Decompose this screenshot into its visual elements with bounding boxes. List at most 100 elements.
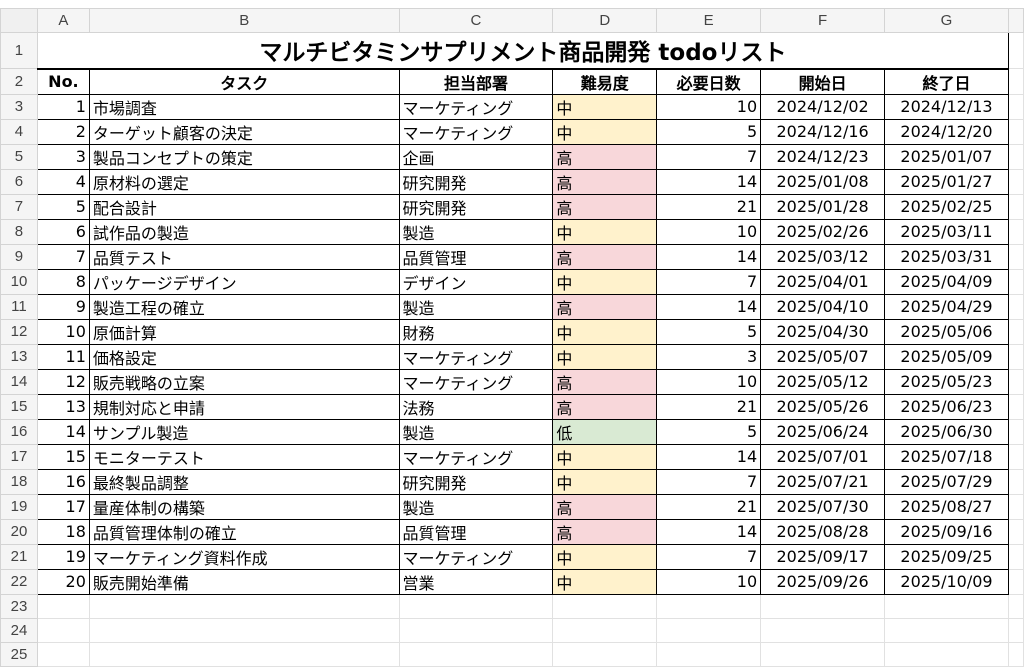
cell[interactable] — [398, 593, 554, 619]
cell-start-date[interactable]: 2024/12/02 — [760, 93, 886, 120]
cell[interactable] — [552, 641, 658, 667]
cell-difficulty[interactable]: 中 — [552, 468, 658, 495]
cell-dept[interactable]: 営業 — [398, 568, 554, 595]
column-header-e[interactable]: E — [656, 8, 762, 33]
cell-difficulty[interactable]: 中 — [552, 443, 658, 470]
cell-days[interactable]: 21 — [656, 493, 762, 520]
cell-no[interactable]: 7 — [36, 243, 90, 270]
cell-no[interactable]: 20 — [36, 568, 90, 595]
cell-no[interactable]: 6 — [36, 218, 90, 245]
row-header[interactable]: 23 — [0, 593, 38, 619]
cell-dept[interactable]: 製造 — [398, 218, 554, 245]
cell-difficulty[interactable]: 高 — [552, 193, 658, 220]
row-header[interactable]: 25 — [0, 641, 38, 667]
cell-start-date[interactable]: 2025/04/10 — [760, 293, 886, 320]
cell-days[interactable]: 14 — [656, 243, 762, 270]
cell-difficulty[interactable]: 低 — [552, 418, 658, 445]
cell-task[interactable]: モニターテスト — [88, 443, 400, 470]
cell[interactable] — [398, 617, 554, 643]
cell-days[interactable]: 14 — [656, 293, 762, 320]
cell-dept[interactable]: 研究開発 — [398, 168, 554, 195]
cell-no[interactable]: 5 — [36, 193, 90, 220]
cell-end-date[interactable]: 2025/05/09 — [884, 343, 1009, 370]
cell[interactable] — [1007, 168, 1024, 195]
header-end[interactable]: 終了日 — [884, 68, 1009, 95]
cell[interactable] — [1007, 368, 1024, 395]
cell[interactable] — [1007, 641, 1024, 667]
cell-days[interactable]: 5 — [656, 318, 762, 345]
row-header[interactable]: 1 — [0, 32, 38, 69]
cell-end-date[interactable]: 2025/07/29 — [884, 468, 1009, 495]
cell-dept[interactable]: マーケティング — [398, 543, 554, 570]
cell-no[interactable]: 4 — [36, 168, 90, 195]
cell-start-date[interactable]: 2025/09/26 — [760, 568, 886, 595]
cell-start-date[interactable]: 2025/07/21 — [760, 468, 886, 495]
cell-days[interactable]: 21 — [656, 393, 762, 420]
cell-end-date[interactable]: 2025/01/07 — [884, 143, 1009, 170]
cell-end-date[interactable]: 2025/05/23 — [884, 368, 1009, 395]
cell-task[interactable]: 販売戦略の立案 — [88, 368, 400, 395]
cell-start-date[interactable]: 2025/07/30 — [760, 493, 886, 520]
row-header[interactable]: 12 — [0, 318, 38, 345]
cell-dept[interactable]: 品質管理 — [398, 243, 554, 270]
cell-dept[interactable]: 財務 — [398, 318, 554, 345]
cell-task[interactable]: 最終製品調整 — [88, 468, 400, 495]
header-difficulty[interactable]: 難易度 — [552, 68, 658, 95]
row-header[interactable]: 24 — [0, 617, 38, 643]
cell[interactable] — [656, 593, 762, 619]
cell-no[interactable]: 18 — [36, 518, 90, 545]
row-header[interactable]: 5 — [0, 143, 38, 170]
cell-start-date[interactable]: 2025/01/28 — [760, 193, 886, 220]
cell[interactable] — [1007, 393, 1024, 420]
cell-dept[interactable]: マーケティング — [398, 93, 554, 120]
cell[interactable] — [1007, 593, 1024, 619]
header-days[interactable]: 必要日数 — [656, 68, 762, 95]
header-start[interactable]: 開始日 — [760, 68, 886, 95]
cell-days[interactable]: 7 — [656, 143, 762, 170]
column-header-f[interactable]: F — [760, 8, 886, 33]
row-header[interactable]: 7 — [0, 193, 38, 220]
cell-days[interactable]: 10 — [656, 568, 762, 595]
cell-difficulty[interactable]: 高 — [552, 368, 658, 395]
row-header[interactable]: 6 — [0, 168, 38, 195]
cell[interactable] — [760, 593, 886, 619]
cell[interactable] — [1007, 32, 1024, 69]
cell-start-date[interactable]: 2025/02/26 — [760, 218, 886, 245]
cell-difficulty[interactable]: 高 — [552, 143, 658, 170]
cell-dept[interactable]: 品質管理 — [398, 518, 554, 545]
column-header-d[interactable]: D — [552, 8, 658, 33]
cell-dept[interactable]: 製造 — [398, 293, 554, 320]
cell-days[interactable]: 7 — [656, 543, 762, 570]
cell[interactable] — [88, 641, 400, 667]
cell-end-date[interactable]: 2025/09/16 — [884, 518, 1009, 545]
cell-dept[interactable]: マーケティング — [398, 368, 554, 395]
cell[interactable] — [884, 641, 1009, 667]
cell[interactable] — [1007, 68, 1024, 95]
cell[interactable] — [36, 641, 90, 667]
cell-end-date[interactable]: 2025/02/25 — [884, 193, 1009, 220]
cell-dept[interactable]: マーケティング — [398, 118, 554, 145]
cell-no[interactable]: 8 — [36, 268, 90, 295]
cell-days[interactable]: 5 — [656, 418, 762, 445]
cell-end-date[interactable]: 2024/12/13 — [884, 93, 1009, 120]
cell-days[interactable]: 7 — [656, 468, 762, 495]
cell-no[interactable]: 9 — [36, 293, 90, 320]
cell-start-date[interactable]: 2024/12/23 — [760, 143, 886, 170]
cell-task[interactable]: 価格設定 — [88, 343, 400, 370]
header-no[interactable]: No. — [36, 68, 90, 95]
cell-end-date[interactable]: 2025/01/27 — [884, 168, 1009, 195]
cell[interactable] — [552, 617, 658, 643]
cell-task[interactable]: パッケージデザイン — [88, 268, 400, 295]
cell-days[interactable]: 3 — [656, 343, 762, 370]
cell-no[interactable]: 13 — [36, 393, 90, 420]
cell-days[interactable]: 7 — [656, 268, 762, 295]
cell[interactable] — [760, 617, 886, 643]
cell-difficulty[interactable]: 中 — [552, 543, 658, 570]
cell-difficulty[interactable]: 中 — [552, 318, 658, 345]
row-header[interactable]: 13 — [0, 343, 38, 370]
cell[interactable] — [1007, 143, 1024, 170]
cell-days[interactable]: 10 — [656, 218, 762, 245]
cell-end-date[interactable]: 2025/04/09 — [884, 268, 1009, 295]
cell[interactable] — [1007, 318, 1024, 345]
cell-task[interactable]: 市場調査 — [88, 93, 400, 120]
